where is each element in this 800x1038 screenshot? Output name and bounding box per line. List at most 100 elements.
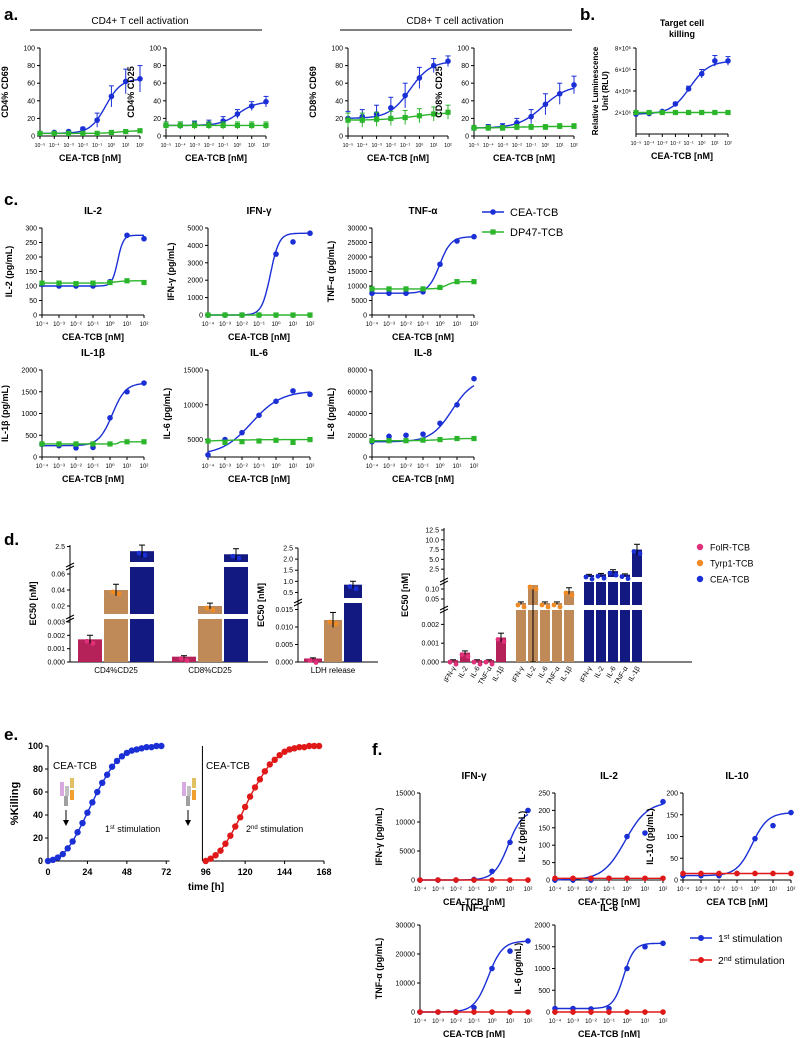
data-point bbox=[642, 875, 648, 882]
bar-break bbox=[197, 614, 223, 619]
replicate-point bbox=[589, 576, 595, 582]
x-tick-label: 10² bbox=[262, 143, 270, 149]
data-point bbox=[606, 1009, 612, 1015]
y-tick-label: 80 bbox=[33, 764, 43, 774]
legend-label: CEA-TCB bbox=[710, 575, 750, 585]
data-point bbox=[273, 437, 279, 443]
legend-marker bbox=[696, 575, 704, 583]
data-point bbox=[123, 129, 129, 135]
x-tick-label: 10⁻³ bbox=[53, 322, 65, 328]
x-tick-label: 10¹ bbox=[453, 322, 462, 328]
chart-e: 0 20 40 60 80 100 0 24 48 72 96 120 144 168 time [h] %K… bbox=[9, 741, 332, 893]
x-tick-label: 10⁻² bbox=[236, 322, 248, 328]
chart-title: IL-1β bbox=[81, 348, 105, 359]
data-point bbox=[239, 429, 245, 436]
axis-break bbox=[65, 562, 75, 568]
x-tick-label: 10² bbox=[140, 464, 149, 470]
y-tick-label: 100 bbox=[28, 741, 43, 751]
chart-c5: 5000 10000 15000 10⁻⁴ 10⁻³ 10⁻² 10⁻¹ 10⁰ 10¹ 10² C… bbox=[162, 348, 314, 484]
data-point bbox=[606, 875, 612, 882]
x-tick-label: 10⁻¹ bbox=[468, 1019, 480, 1025]
x-tick-label: 96 bbox=[201, 867, 211, 877]
y-tick-label: 50 bbox=[29, 298, 37, 305]
data-point bbox=[752, 835, 758, 842]
data-point bbox=[525, 938, 531, 944]
y-axis-label: IFN-γ (pg/mL) bbox=[166, 243, 176, 301]
x-tick-label: 168 bbox=[316, 867, 331, 877]
bar bbox=[104, 590, 128, 662]
bar bbox=[620, 574, 630, 662]
x-tick-label: 10¹ bbox=[430, 143, 438, 149]
panel-label-b: b. bbox=[580, 5, 595, 24]
x-tick-label: 10² bbox=[306, 322, 315, 328]
data-point bbox=[660, 798, 666, 805]
y-tick-label: 2.5 bbox=[429, 567, 439, 574]
data-point bbox=[222, 439, 228, 445]
data-point bbox=[624, 965, 630, 972]
panel-label-f: f. bbox=[372, 740, 382, 759]
bar bbox=[304, 658, 322, 662]
data-point bbox=[273, 398, 279, 405]
chart-title: TNF-α bbox=[460, 903, 490, 914]
data-point bbox=[471, 233, 477, 240]
y-tick-label: 3000 bbox=[187, 260, 203, 267]
x-tick-label: 10⁻⁴ bbox=[202, 463, 215, 470]
replicate-point bbox=[607, 570, 613, 576]
x-tick-label: 10¹ bbox=[556, 143, 564, 149]
annotation: CEA-TCB bbox=[206, 761, 250, 772]
replicate-point bbox=[465, 654, 471, 659]
data-point bbox=[788, 870, 794, 877]
chart-f5: 0 500 1000 1500 2000 10⁻⁴ 10⁻³ 10⁻² 10⁻¹ 10⁰ 10¹ 10… bbox=[513, 903, 667, 1038]
y-tick-label: 0.001 bbox=[421, 641, 439, 648]
data-point bbox=[437, 437, 443, 443]
replicate-point bbox=[230, 553, 236, 559]
y-axis-label: IL-1β (pg/mL) bbox=[0, 385, 10, 442]
data-point bbox=[525, 877, 531, 883]
y-tick-label: 20 bbox=[335, 116, 343, 123]
data-point bbox=[256, 412, 262, 419]
x-tick-label: 10⁰ bbox=[435, 321, 445, 328]
y-tick-label: 0 bbox=[157, 134, 161, 141]
data-point bbox=[108, 763, 116, 770]
bar bbox=[460, 652, 470, 662]
data-point bbox=[79, 819, 86, 827]
y-axis-label: Relative Luminescence bbox=[591, 46, 600, 135]
data-point bbox=[402, 92, 408, 99]
x-axis-label: CEA-TCB [nM] bbox=[392, 332, 454, 342]
y-tick-label: 2000 bbox=[534, 923, 550, 930]
x-tick-label: 10⁻⁴ bbox=[357, 143, 368, 149]
annotation: 1st stimulation bbox=[105, 824, 160, 834]
data-point bbox=[273, 312, 279, 318]
data-point bbox=[369, 290, 375, 297]
y-tick-label: 0.06 bbox=[51, 572, 65, 579]
y-tick-label: 50 bbox=[542, 860, 550, 867]
data-point bbox=[386, 433, 392, 440]
x-tick-label: 10⁰ bbox=[415, 143, 423, 149]
y-tick-label: 0 bbox=[465, 134, 469, 141]
y-tick-label: 5.0 bbox=[429, 557, 439, 564]
data-point bbox=[307, 391, 313, 398]
annotation: 2nd stimulation bbox=[246, 824, 303, 834]
data-point bbox=[44, 857, 52, 865]
axis-break bbox=[439, 608, 449, 614]
y-tick-label: 15000 bbox=[396, 791, 416, 798]
data-point bbox=[454, 279, 460, 285]
data-point bbox=[437, 420, 443, 427]
data-point bbox=[290, 388, 296, 394]
replicate-point bbox=[116, 591, 122, 597]
data-point bbox=[770, 822, 776, 829]
y-tick-label: 4000 bbox=[187, 243, 203, 250]
category-label: IL-1β bbox=[492, 666, 506, 683]
data-point bbox=[158, 742, 165, 750]
y-tick-label: 200 bbox=[538, 808, 550, 815]
bar bbox=[552, 603, 562, 662]
data-point bbox=[107, 279, 113, 286]
x-axis-label: CEA-TCB [nM] bbox=[578, 1029, 640, 1038]
y-tick-label: 7.5 bbox=[429, 547, 439, 554]
data-point bbox=[699, 109, 705, 116]
x-tick-label: 144 bbox=[277, 867, 292, 877]
replicate-point bbox=[204, 605, 210, 611]
y-tick-label: 40 bbox=[27, 98, 35, 105]
replicate-point bbox=[184, 658, 190, 664]
replicate-point bbox=[459, 652, 465, 657]
